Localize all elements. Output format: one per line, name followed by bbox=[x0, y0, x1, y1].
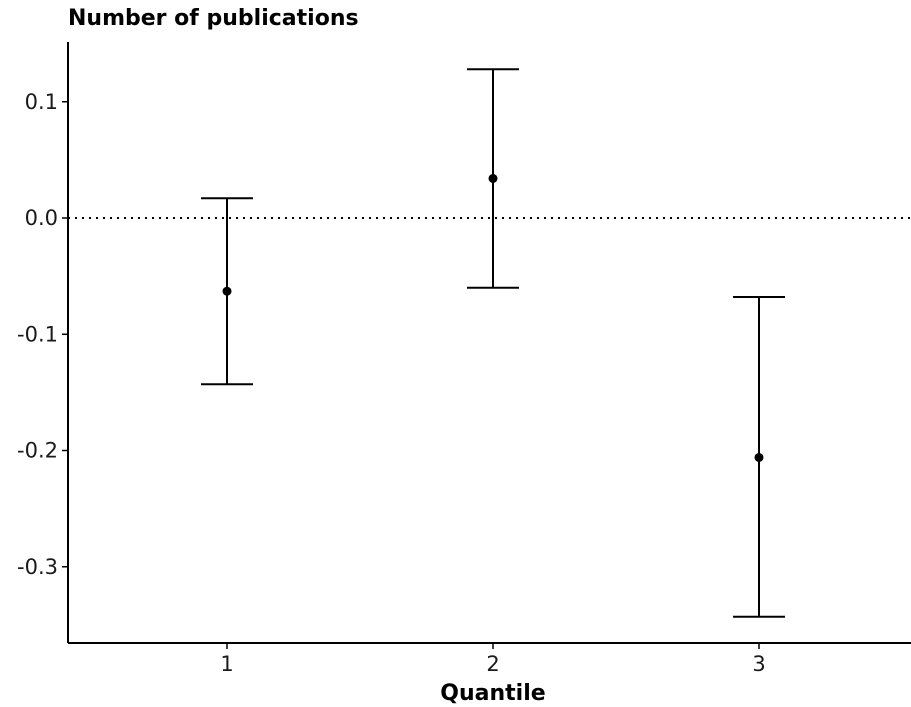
x-tick-label: 2 bbox=[486, 652, 499, 676]
x-axis-label: Quantile bbox=[440, 681, 545, 706]
y-tick-label: 0.1 bbox=[25, 90, 58, 114]
y-tick-label: -0.3 bbox=[17, 555, 58, 579]
y-tick-label: -0.2 bbox=[17, 439, 58, 463]
x-tick-label: 3 bbox=[752, 652, 765, 676]
x-tick-label: 1 bbox=[220, 652, 233, 676]
chart-title: Number of publications bbox=[68, 6, 359, 31]
point-estimate bbox=[222, 286, 232, 296]
plot-area: 0.1 0.0 -0.1 -0.2 -0.3 1 2 3 bbox=[17, 42, 911, 676]
y-tick-label: -0.1 bbox=[17, 322, 58, 346]
point-estimate bbox=[488, 173, 498, 183]
point-estimate bbox=[754, 452, 764, 462]
y-tick-label: 0.0 bbox=[25, 206, 58, 230]
